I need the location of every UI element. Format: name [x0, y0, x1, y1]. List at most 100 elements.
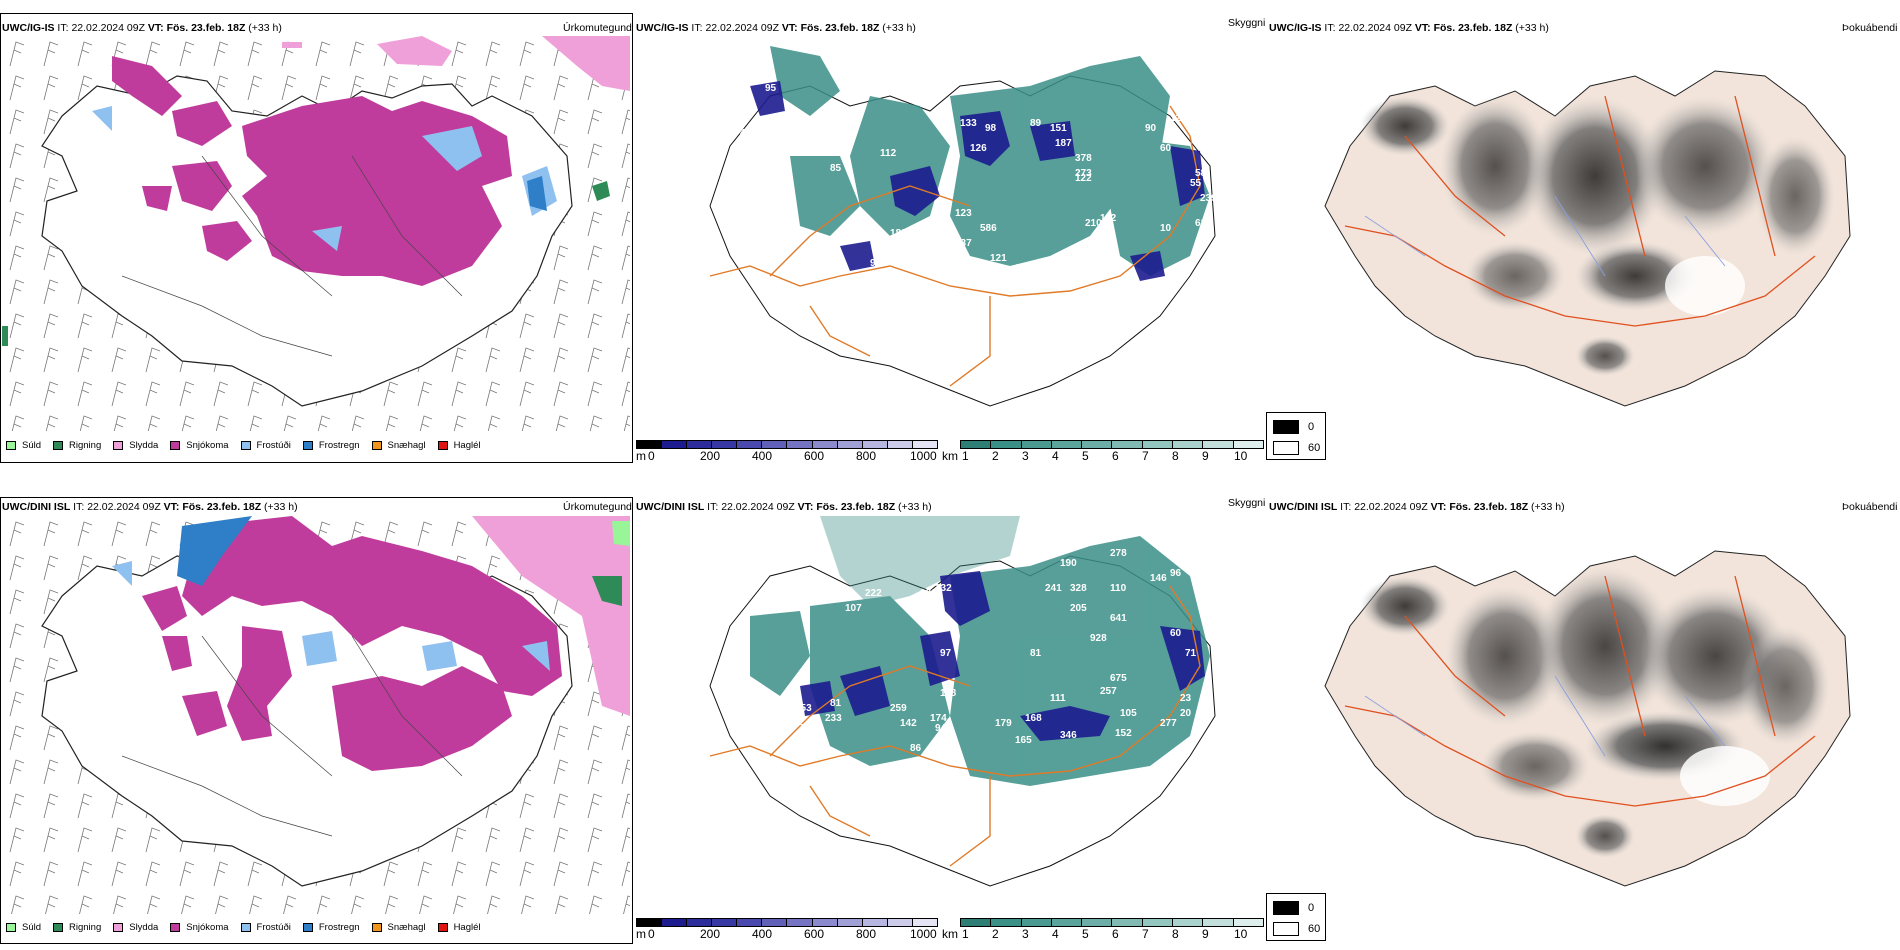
peak-height-label: 345 [745, 158, 762, 169]
height-tick: 800 [856, 449, 877, 463]
peak-height-label: 273 [1075, 168, 1092, 179]
peak-height-label: 586 [980, 223, 997, 234]
height-tick: 600 [804, 449, 825, 463]
peak-height-label: 108 [1100, 243, 1117, 254]
cloud-tick: 10 [1234, 927, 1248, 941]
precip-title: Úrkomutegund [563, 22, 632, 34]
peak-height-label: 151 [1050, 123, 1067, 134]
peak-height-label: 20 [1180, 708, 1192, 719]
peak-height-label: 90 [1145, 123, 1157, 134]
legend-item: Rigning [53, 922, 101, 933]
fog-title: Þokuábendi [1842, 501, 1898, 513]
peak-height-label: 86 [910, 743, 922, 754]
cloud-tick: 8 [1172, 927, 1179, 941]
height-tick: 0 [648, 449, 655, 463]
peak-height-label: 70 [800, 723, 812, 734]
peak-height-label: 107 [845, 603, 862, 614]
legend-item: Slydda [113, 440, 158, 451]
cloud-unit: km [942, 927, 958, 941]
cloud-tick: 6 [1112, 927, 1119, 941]
height-tick: 200 [700, 449, 721, 463]
peak-height-label: 124 [1095, 263, 1112, 274]
peak-height-label: 210 [1085, 218, 1102, 229]
legend-item: Súld [6, 922, 41, 933]
cloud-tick: 5 [1082, 927, 1089, 941]
cloud-tick: 2 [992, 927, 999, 941]
peak-height-label: 187 [1055, 138, 1072, 149]
peak-height-label: 547 [930, 233, 947, 244]
panel-title: UWC/DINI ISL IT: 22.02.2024 09Z VT: Fös.… [1269, 501, 1565, 513]
peak-height-label: 98 [750, 223, 762, 234]
peak-height-label: 142 [900, 718, 917, 729]
peak-height-label: 105 [1120, 708, 1137, 719]
cloud-tick: 4 [1052, 927, 1059, 941]
peak-height-label: 84 [730, 108, 742, 119]
fog-shading [1360, 566, 1830, 858]
peak-height-label: 50 [790, 743, 802, 754]
peak-height-label: 121 [990, 253, 1007, 264]
peak-height-label: 89 [1030, 118, 1042, 129]
snow-area [142, 516, 562, 771]
cloud-tick: 4 [1052, 449, 1059, 463]
peak-height-label: 118 [940, 688, 957, 699]
cloud-tick: 1 [962, 449, 969, 463]
vt-value: Fös. 23.feb. 18Z [166, 22, 246, 34]
height-tick: 1000 [910, 449, 937, 463]
fog-legend-top: 0 60 [1266, 412, 1326, 460]
cloud-tick: 5 [1082, 449, 1089, 463]
cloud-tick: 8 [1172, 449, 1179, 463]
peak-height-label: 11 [760, 558, 771, 569]
peak-height-label: 222 [865, 588, 882, 599]
peak-height-label: 112 [880, 148, 897, 159]
fog-shading [1360, 96, 1835, 376]
lead-time: (+33 h) [248, 22, 282, 34]
peak-height-label: 132 [935, 583, 952, 594]
peak-height-label: 259 [890, 703, 907, 714]
peak-height-label: 328 [1070, 583, 1087, 594]
peak-height-label: 378 [1075, 153, 1092, 164]
precip-legend-bottom: Súld Rigning Slydda Snjókoma Frostúði Fr… [6, 922, 493, 933]
cloud-tick: 1 [962, 927, 969, 941]
vt-label: VT: [147, 22, 164, 34]
legend-item: Haglél [437, 440, 481, 451]
peak-height-label: 122 [1075, 173, 1092, 184]
peak-height-label: 641 [1110, 613, 1127, 624]
peak-height-label: 165 [1015, 735, 1032, 746]
peak-height-label: 92 [745, 193, 757, 204]
peak-height-label: 139 [895, 253, 912, 264]
cloud-scale-bar [960, 440, 1264, 449]
peak-height-label: 95 [870, 258, 882, 269]
peak-height-label: 137 [955, 238, 972, 249]
peak-height-label: 61 [1195, 218, 1207, 229]
peak-height-label: 88 [930, 603, 942, 614]
precip-title: Úrkomutegund [563, 501, 632, 513]
cloud-tick: 7 [1142, 927, 1149, 941]
peak-height-label: 205 [1070, 603, 1087, 614]
peak-height-label: 23 [1180, 693, 1192, 704]
peak-height-label: 123 [955, 208, 972, 219]
peak-height-label: 436 [740, 128, 757, 139]
peak-height-label: 126 [970, 143, 987, 154]
peak-height-label: 120 [920, 588, 937, 599]
model-name: UWC/IG-IS [2, 22, 55, 34]
legend-item: Snjókoma [170, 922, 229, 933]
peak-height-label: 200 [775, 128, 792, 139]
peak-height-label: 169 [1060, 263, 1077, 274]
legend-item: Frostregn [302, 440, 360, 451]
peak-height-label: 928 [1090, 633, 1107, 644]
legend-item: Snæhagl [371, 440, 426, 451]
height-tick: 200 [700, 927, 721, 941]
peak-height-label: 81 [830, 698, 842, 709]
peak-height-label: 133 [960, 118, 977, 129]
legend-item: Súld [6, 440, 41, 451]
legend-item: Slydda [113, 922, 158, 933]
peak-height-label: 95 [765, 83, 777, 94]
peak-height-label: 60 [1160, 143, 1172, 154]
fog-legend-bottom: 0 60 [1266, 893, 1326, 941]
fog-map-top [1324, 70, 1851, 407]
freezing-drizzle-area [112, 561, 550, 671]
peak-height-label: 257 [1100, 686, 1117, 697]
panel-title: UWC/DINI ISL IT: 22.02.2024 09Z VT: Fös.… [2, 501, 298, 513]
panel-title: UWC/DINI ISL IT: 22.02.2024 09Z VT: Fös.… [636, 501, 932, 513]
